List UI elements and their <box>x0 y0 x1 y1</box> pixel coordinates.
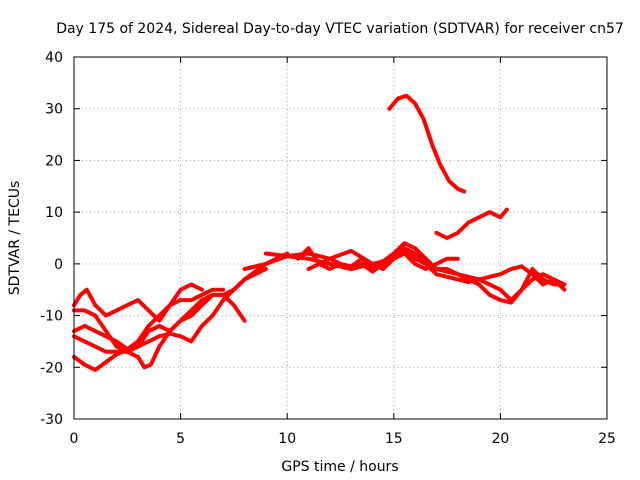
grid <box>74 57 607 419</box>
plot-frame <box>73 56 608 420</box>
x-tick-label: 10 <box>278 431 296 447</box>
series-line-trace-10 <box>387 93 467 194</box>
series-line-trace-11 <box>434 207 509 240</box>
x-tick-label: 15 <box>385 431 403 447</box>
x-tick-label: 0 <box>70 431 79 447</box>
series-line-trace-4 <box>72 282 204 323</box>
series-line-trace-2 <box>72 287 226 372</box>
y-tick-label: 0 <box>54 257 63 273</box>
x-tick-label: 5 <box>176 431 185 447</box>
y-tick-label: -20 <box>40 360 63 376</box>
x-axis-label: GPS time / hours <box>281 459 398 475</box>
y-tick-label: 40 <box>45 50 63 66</box>
x-tick-label: 25 <box>598 431 616 447</box>
series-layer <box>72 93 567 372</box>
y-tick-label: -10 <box>40 309 63 325</box>
ticks: 0 5 10 15 20 25 -30 -20 -10 0 10 20 30 40 <box>40 50 616 447</box>
x-tick-label: 20 <box>491 431 509 447</box>
y-tick-label: 10 <box>45 205 63 221</box>
y-tick-label: 30 <box>45 102 63 118</box>
y-axis-label: SDTVAR / TECUs <box>7 181 23 296</box>
series-line-trace-9 <box>306 251 460 274</box>
y-tick-label: 20 <box>45 153 63 169</box>
series-line-trace-5 <box>72 267 268 352</box>
chart-title: Day 175 of 2024, Sidereal Day-to-day VTE… <box>56 21 624 37</box>
y-tick-label: -30 <box>40 412 63 428</box>
